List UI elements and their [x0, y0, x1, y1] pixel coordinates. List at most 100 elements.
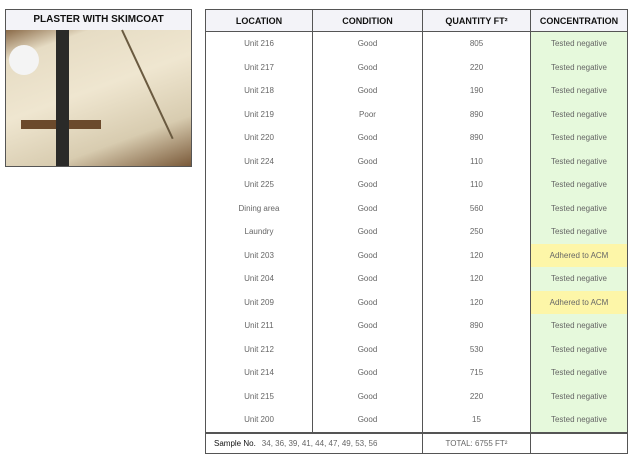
concentration-cell: Tested negative — [530, 220, 628, 244]
quantity-cell: 190 — [422, 79, 531, 103]
concentration-cell: Tested negative — [530, 196, 628, 220]
concentration-cell: Tested negative — [530, 55, 628, 79]
quantity-cell: 220 — [422, 55, 531, 79]
table-row: Unit 218 Good 190 Tested negative — [205, 79, 628, 103]
concentration-cell: Tested negative — [530, 173, 628, 197]
concentration-cell: Tested negative — [530, 408, 628, 433]
condition-cell: Good — [312, 220, 423, 244]
concentration-cell: Tested negative — [530, 79, 628, 103]
condition-cell: Good — [312, 55, 423, 79]
table-row: Unit 216 Good 805 Tested negative — [205, 31, 628, 56]
location-cell: Unit 211 — [205, 314, 313, 338]
location-cell: Unit 200 — [205, 408, 313, 433]
condition-cell: Good — [312, 384, 423, 408]
concentration-cell: Tested negative — [530, 314, 628, 338]
quantity-cell: 890 — [422, 314, 531, 338]
table-footer: Sample No. 34, 36, 39, 41, 44, 47, 49, 53… — [205, 431, 628, 454]
concentration-cell: Tested negative — [530, 267, 628, 291]
condition-cell: Good — [312, 408, 423, 433]
concentration-cell: Tested negative — [530, 149, 628, 173]
quantity-cell: 120 — [422, 267, 531, 291]
header-concentration: CONCENTRATION — [530, 9, 628, 32]
table-row: Unit 220 Good 890 Tested negative — [205, 126, 628, 150]
empty-cell — [530, 431, 628, 454]
quantity-cell: 805 — [422, 31, 531, 56]
photo-detail — [9, 45, 39, 75]
location-cell: Unit 217 — [205, 55, 313, 79]
quantity-cell: 120 — [422, 243, 531, 267]
quantity-cell: 110 — [422, 149, 531, 173]
total-cell: TOTAL: 6755 FT² — [422, 431, 531, 454]
location-cell: Unit 225 — [205, 173, 313, 197]
concentration-cell: Tested negative — [530, 102, 628, 126]
table-row: Unit 225 Good 110 Tested negative — [205, 173, 628, 197]
condition-cell: Good — [312, 149, 423, 173]
header-quantity: QUANTITY FT² — [422, 9, 531, 32]
quantity-cell: 715 — [422, 361, 531, 385]
location-cell: Unit 219 — [205, 102, 313, 126]
table-row: Unit 219 Poor 890 Tested negative — [205, 102, 628, 126]
concentration-cell: Adhered to ACM — [530, 290, 628, 314]
location-cell: Unit 215 — [205, 384, 313, 408]
concentration-cell: Tested negative — [530, 337, 628, 361]
table-row: Unit 200 Good 15 Tested negative — [205, 408, 628, 433]
location-cell: Unit 203 — [205, 243, 313, 267]
header-location: LOCATION — [205, 9, 313, 32]
condition-cell: Good — [312, 79, 423, 103]
table-row: Unit 211 Good 890 Tested negative — [205, 314, 628, 338]
condition-cell: Good — [312, 126, 423, 150]
table-row: Unit 217 Good 220 Tested negative — [205, 55, 628, 79]
quantity-cell: 15 — [422, 408, 531, 433]
table-row: Laundry Good 250 Tested negative — [205, 220, 628, 244]
location-cell: Unit 220 — [205, 126, 313, 150]
plaster-photo — [6, 29, 191, 166]
header-condition: CONDITION — [312, 9, 423, 32]
table-row: Unit 209 Good 120 Adhered to ACM — [205, 290, 628, 314]
photo-panel: PLASTER WITH SKIMCOAT — [5, 9, 192, 167]
condition-cell: Good — [312, 31, 423, 56]
location-cell: Unit 204 — [205, 267, 313, 291]
concentration-cell: Tested negative — [530, 126, 628, 150]
concentration-cell: Tested negative — [530, 361, 628, 385]
condition-cell: Good — [312, 337, 423, 361]
table-header: LOCATION CONDITION QUANTITY FT² CONCENTR… — [205, 9, 628, 32]
table-row: Unit 224 Good 110 Tested negative — [205, 149, 628, 173]
table-row: Dining area Good 560 Tested negative — [205, 196, 628, 220]
condition-cell: Good — [312, 243, 423, 267]
table-row: Unit 215 Good 220 Tested negative — [205, 384, 628, 408]
photo-title: PLASTER WITH SKIMCOAT — [6, 10, 191, 31]
concentration-cell: Tested negative — [530, 384, 628, 408]
quantity-cell: 560 — [422, 196, 531, 220]
location-cell: Unit 216 — [205, 31, 313, 56]
location-cell: Unit 209 — [205, 290, 313, 314]
quantity-cell: 250 — [422, 220, 531, 244]
location-cell: Unit 214 — [205, 361, 313, 385]
quantity-cell: 220 — [422, 384, 531, 408]
condition-cell: Good — [312, 196, 423, 220]
condition-cell: Good — [312, 314, 423, 338]
location-cell: Laundry — [205, 220, 313, 244]
table-row: Unit 203 Good 120 Adhered to ACM — [205, 243, 628, 267]
condition-cell: Good — [312, 267, 423, 291]
concentration-cell: Adhered to ACM — [530, 243, 628, 267]
location-cell: Unit 212 — [205, 337, 313, 361]
sample-label: Sample No. — [214, 438, 256, 448]
photo-detail — [56, 30, 69, 166]
table-row: Unit 204 Good 120 Tested negative — [205, 267, 628, 291]
sample-numbers: 34, 36, 39, 41, 44, 47, 49, 53, 56 — [261, 438, 378, 448]
quantity-cell: 110 — [422, 173, 531, 197]
sample-cell: Sample No. 34, 36, 39, 41, 44, 47, 49, 53… — [205, 431, 423, 454]
quantity-cell: 890 — [422, 126, 531, 150]
condition-cell: Good — [312, 290, 423, 314]
photo-detail — [121, 29, 174, 140]
location-cell: Dining area — [205, 196, 313, 220]
condition-cell: Poor — [312, 102, 423, 126]
quantity-cell: 120 — [422, 290, 531, 314]
condition-cell: Good — [312, 173, 423, 197]
quantity-cell: 890 — [422, 102, 531, 126]
concentration-cell: Tested negative — [530, 31, 628, 56]
quantity-cell: 530 — [422, 337, 531, 361]
survey-table: LOCATION CONDITION QUANTITY FT² CONCENTR… — [205, 9, 628, 454]
table-row: Unit 214 Good 715 Tested negative — [205, 361, 628, 385]
location-cell: Unit 218 — [205, 79, 313, 103]
